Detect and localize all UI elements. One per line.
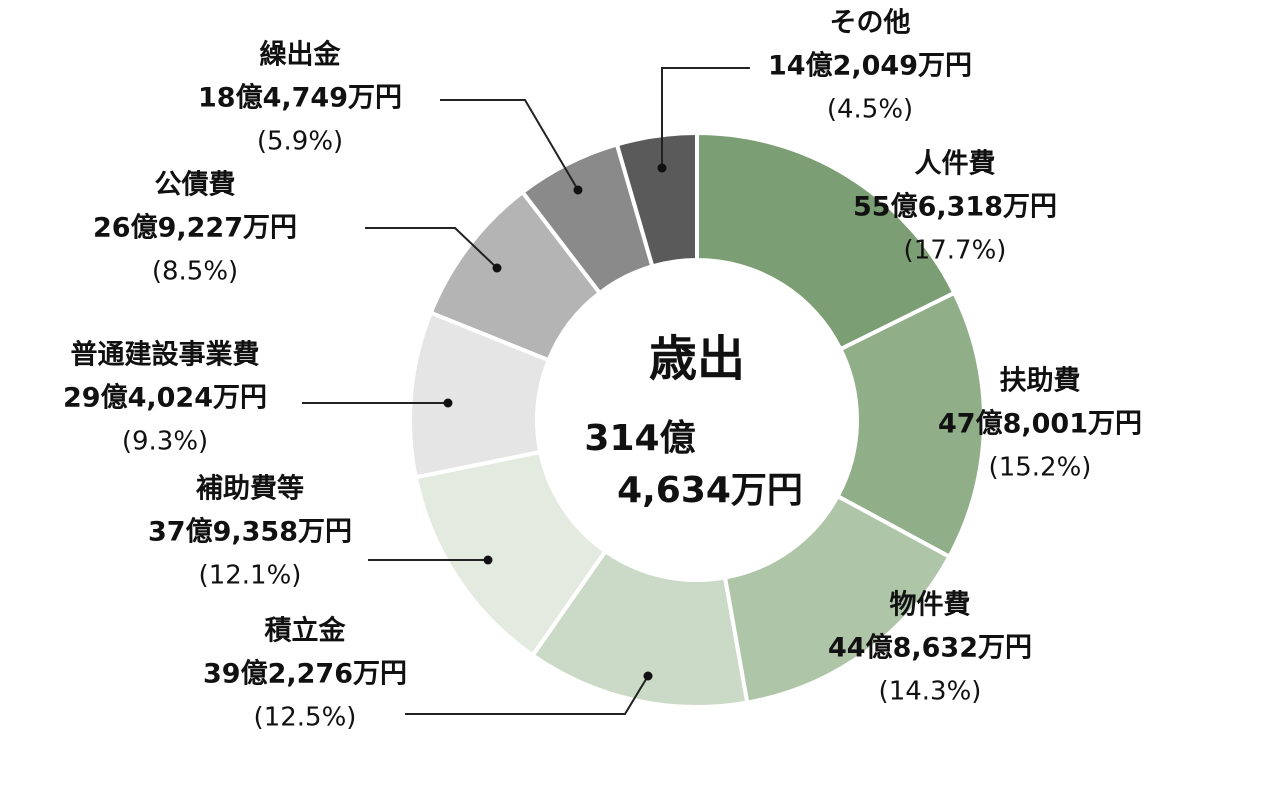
category-label: 公債費 <box>155 170 236 201</box>
percent-label: (17.7%) <box>904 236 1007 266</box>
amount-label: 29億4,024万円 <box>63 383 267 414</box>
percent-label: (4.5%) <box>827 95 913 125</box>
leader-dot <box>443 398 453 408</box>
category-label: 扶助費 <box>1000 366 1081 397</box>
center-total: 314億 <box>584 418 695 459</box>
slice <box>695 130 958 352</box>
leader-dot <box>573 185 583 195</box>
percent-label: (14.3%) <box>879 677 982 707</box>
center-total: 4,634万円 <box>617 470 803 511</box>
chart-title: 歳出 <box>649 331 745 387</box>
amount-label: 39億2,276万円 <box>203 659 407 690</box>
leader-dot <box>492 263 502 273</box>
amount-label: 47億8,001万円 <box>938 409 1142 440</box>
category-label: 積立金 <box>265 615 347 647</box>
percent-label: (8.5%) <box>152 257 238 287</box>
leader-dot <box>657 163 667 173</box>
leader-line <box>661 67 750 168</box>
amount-label: 37億9,358万円 <box>148 517 352 548</box>
category-label: 普通建設事業費 <box>71 339 260 371</box>
percent-label: (12.1%) <box>199 561 302 591</box>
percent-label: (15.2%) <box>989 453 1092 483</box>
percent-label: (9.3%) <box>122 427 208 457</box>
leader-line <box>405 675 649 715</box>
amount-label: 18億4,749万円 <box>198 83 402 114</box>
category-label: 物件費 <box>890 590 971 621</box>
percent-label: (12.5%) <box>254 703 357 733</box>
donut <box>408 130 986 709</box>
slice <box>614 130 699 269</box>
category-label: 人件費 <box>915 149 996 180</box>
leader-line <box>440 99 579 191</box>
leader-line <box>365 227 498 269</box>
percent-label: (5.9%) <box>257 127 343 157</box>
amount-label: 26億9,227万円 <box>93 213 297 244</box>
amount-label: 14億2,049万円 <box>768 51 972 82</box>
category-label: その他 <box>830 8 911 39</box>
leader-dot <box>483 555 493 565</box>
amount-label: 44億8,632万円 <box>828 633 1032 664</box>
category-label: 補助費等 <box>195 473 304 505</box>
amount-label: 55億6,318万円 <box>853 192 1057 223</box>
slice <box>722 493 953 705</box>
leader-lines <box>302 67 750 715</box>
category-label: 繰出金 <box>260 39 342 71</box>
slice <box>834 290 986 560</box>
leader-dot <box>643 671 653 681</box>
